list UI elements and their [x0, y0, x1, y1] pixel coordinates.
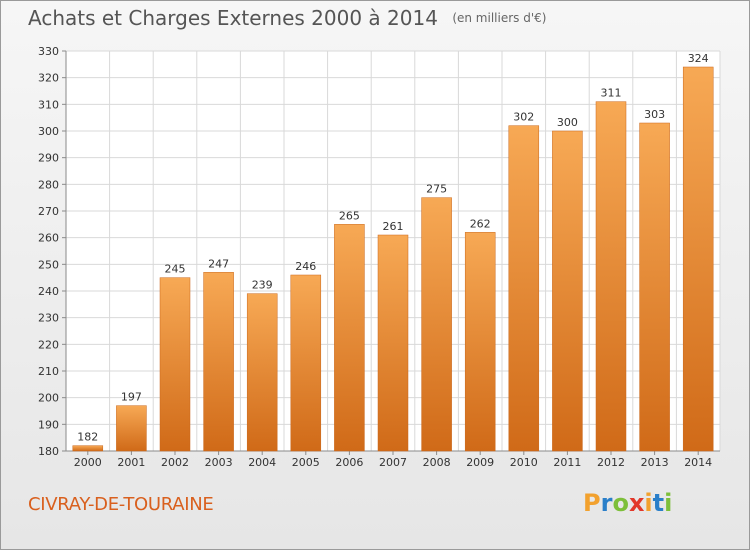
chart-title-text: Achats et Charges Externes 2000 à 2014	[28, 6, 438, 30]
axes: 180 190 200 210 220 230 240 250 260 270 280 290 300 3…	[38, 45, 720, 469]
y-tick-label: 250	[38, 258, 59, 271]
logo-letter: o	[612, 489, 629, 517]
logo-letter: i	[664, 489, 673, 517]
bar-2014	[682, 66, 714, 452]
y-tick-label: 260	[38, 232, 59, 245]
logo-letter: i	[644, 489, 653, 517]
value-label-2014: 324	[688, 52, 709, 65]
value-label-2004: 239	[252, 279, 273, 292]
y-tick-label: 240	[38, 285, 59, 298]
x-tick-label-2000: 2000	[74, 456, 102, 469]
chart-subtitle: (en milliers d'€)	[452, 11, 547, 25]
x-tick-label-2007: 2007	[379, 456, 407, 469]
x-tick-label-2008: 2008	[423, 456, 451, 469]
logo-letter: P	[583, 489, 601, 517]
x-tick-label-2003: 2003	[205, 456, 233, 469]
value-label-2010: 302	[513, 111, 534, 124]
value-labels: 182 197 245 247 239 246 265 261 275 262 302 300 311 3…	[77, 52, 708, 444]
bar-2009	[464, 232, 496, 452]
value-label-2007: 261	[383, 220, 404, 233]
y-tick-label: 200	[38, 392, 59, 405]
bar-2008	[421, 197, 452, 452]
logo-letter: x	[628, 489, 645, 517]
value-label-2002: 245	[165, 263, 186, 276]
bars	[72, 66, 714, 452]
x-tick-label-2002: 2002	[161, 456, 189, 469]
bar-2003	[203, 272, 234, 452]
value-label-2000: 182	[77, 431, 98, 444]
logo-letter: t	[652, 489, 665, 517]
x-tick-label-2005: 2005	[292, 456, 320, 469]
x-tick-label-2013: 2013	[641, 456, 669, 469]
y-tick-label: 300	[38, 125, 59, 138]
bar-2011	[552, 130, 583, 452]
bar-2004	[246, 293, 278, 452]
x-tick-label-2012: 2012	[597, 456, 625, 469]
bar-2010	[508, 125, 540, 452]
value-label-2005: 246	[295, 260, 316, 273]
value-label-2011: 300	[557, 116, 578, 129]
bar-2006	[334, 224, 365, 452]
x-tick-label-2009: 2009	[466, 456, 494, 469]
y-tick-label: 230	[38, 312, 59, 325]
y-tick-label: 210	[38, 365, 59, 378]
bar-2000	[72, 445, 104, 452]
chart-title: Achats et Charges Externes 2000 à 2014 (…	[28, 6, 546, 30]
y-tick-label: 190	[38, 418, 59, 431]
x-tick-label-2011: 2011	[553, 456, 581, 469]
bar-2007	[377, 234, 409, 452]
value-label-2003: 247	[208, 257, 229, 270]
value-label-2009: 262	[470, 217, 491, 230]
y-tick-label: 330	[38, 45, 59, 58]
y-tick-label: 310	[38, 98, 59, 111]
bar-2012	[595, 101, 627, 452]
x-tick-label-2010: 2010	[510, 456, 538, 469]
bar-2005	[290, 274, 322, 452]
bar-2013	[639, 122, 670, 452]
value-label-2001: 197	[121, 391, 142, 404]
bar-2001	[116, 405, 147, 452]
proxiti-logo: Proxiti	[583, 489, 672, 517]
x-tick-label-2014: 2014	[684, 456, 712, 469]
value-label-2012: 311	[601, 87, 622, 100]
y-tick-label: 280	[38, 178, 59, 191]
y-tick-label: 220	[38, 338, 59, 351]
y-tick-label: 180	[38, 445, 59, 458]
value-label-2006: 265	[339, 209, 360, 222]
value-label-2008: 275	[426, 183, 447, 196]
x-tick-label-2006: 2006	[335, 456, 363, 469]
y-tick-label: 270	[38, 205, 59, 218]
y-tick-label: 290	[38, 152, 59, 165]
x-tick-label-2004: 2004	[248, 456, 276, 469]
place-name: CIVRAY-DE-TOURAINE	[28, 494, 214, 515]
value-label-2013: 303	[644, 108, 665, 121]
bar-2002	[159, 277, 191, 452]
y-tick-label: 320	[38, 72, 59, 85]
x-tick-label-2001: 2001	[117, 456, 145, 469]
logo-letter: r	[600, 489, 613, 517]
